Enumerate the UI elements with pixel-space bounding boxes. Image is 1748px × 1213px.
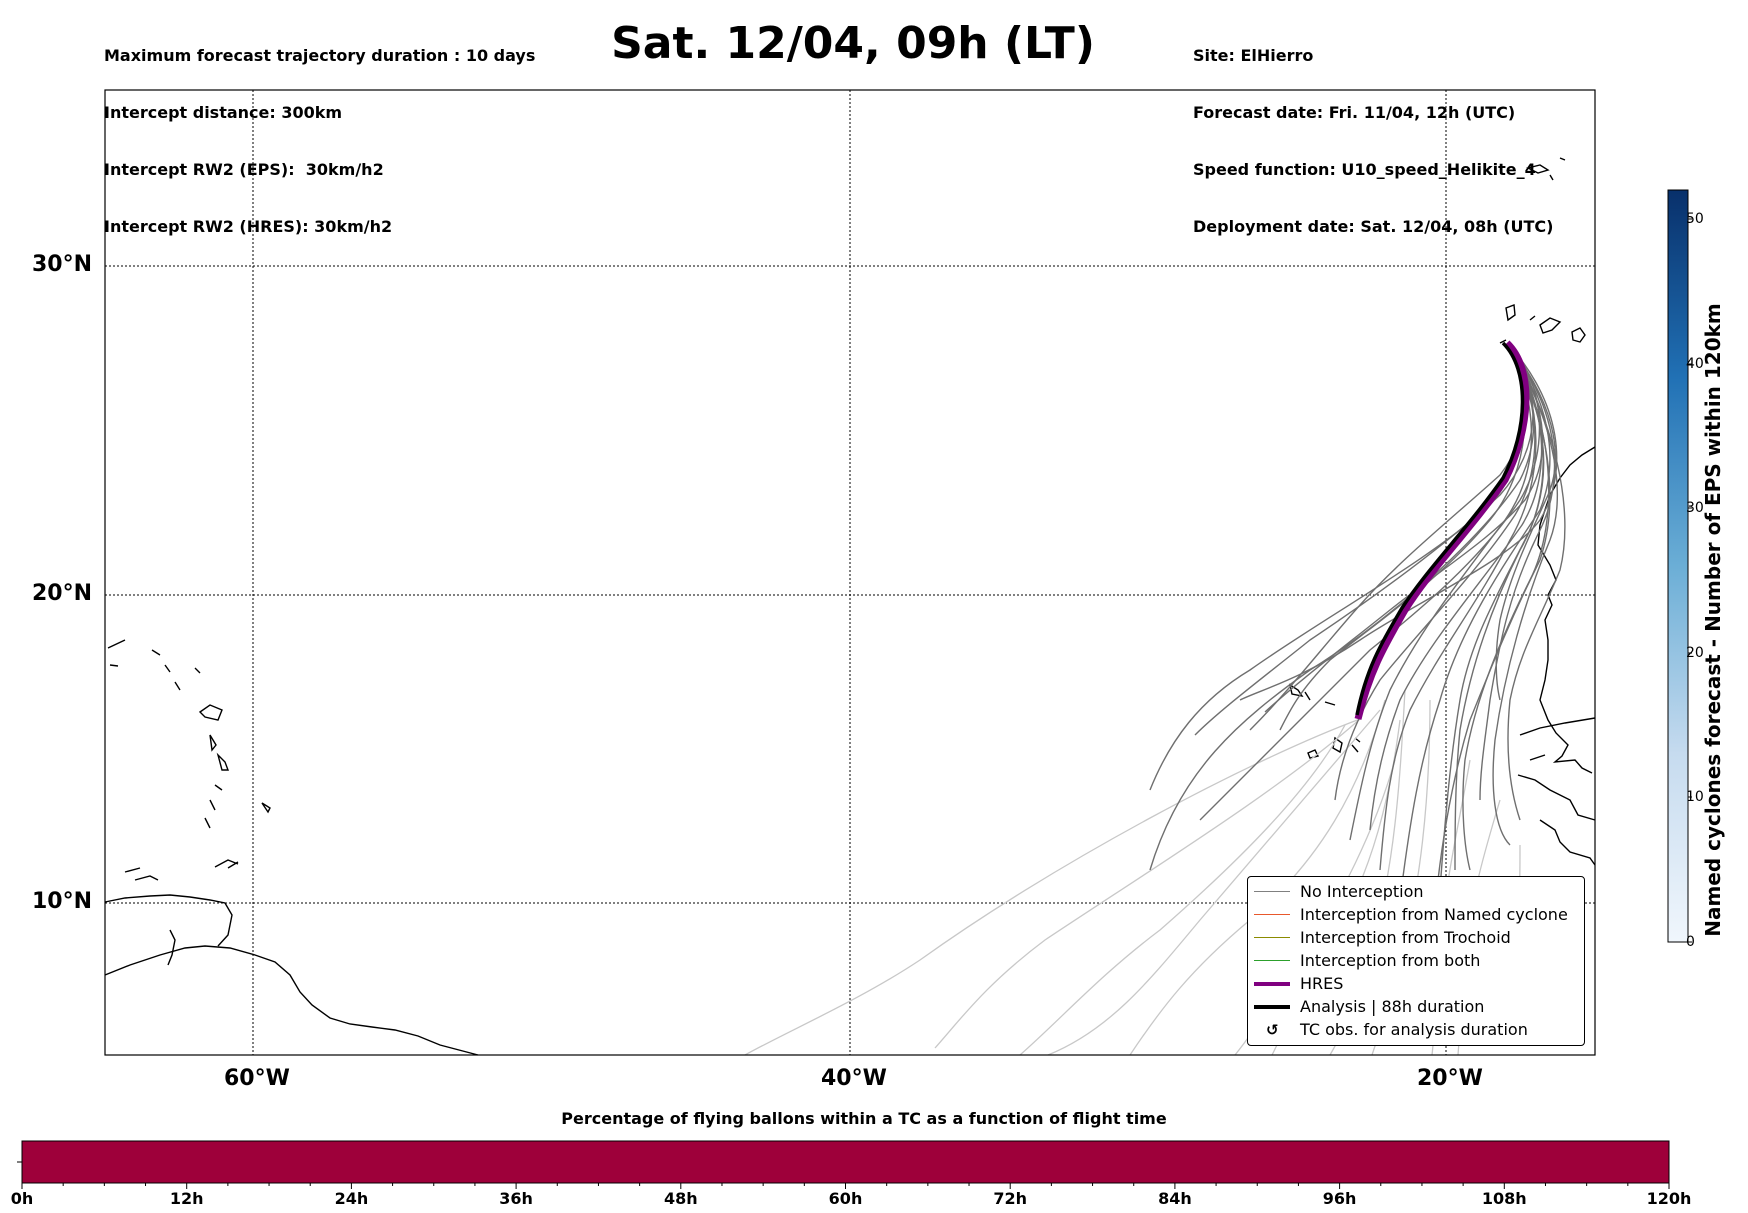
histogram-tick-label: 60h: [828, 1189, 863, 1208]
legend-item-tc-obs: ↺ TC obs. for analysis duration: [1266, 1020, 1528, 1039]
header-left: Maximum forecast trajectory duration : 1…: [104, 8, 535, 255]
hres-trajectory: [1354, 340, 1530, 720]
coast-africa-senegal: [1517, 717, 1596, 866]
colorbar-tick-10: 10: [1686, 789, 1704, 805]
legend-item-analysis: Analysis | 88h duration: [1248, 996, 1584, 1018]
coast-south-america: [104, 945, 479, 1056]
histogram-tick-label: 84h: [1158, 1189, 1192, 1208]
lat-label-10n: 10°N: [32, 889, 93, 914]
colorbar-tick-30: 30: [1686, 500, 1704, 516]
legend-item-named-cyclone: Interception from Named cyclone: [1248, 904, 1584, 926]
lat-label-30n: 30°N: [32, 252, 93, 277]
histogram-tick-label: 12h: [169, 1189, 204, 1208]
histogram-tick-label: 108h: [1481, 1189, 1527, 1208]
histogram-tickmarks: [21, 1183, 1670, 1189]
legend-item-hres: HRES: [1248, 973, 1584, 995]
lon-label-60w: 60°W: [224, 1066, 290, 1091]
header-right: Site: ElHierro Forecast date: Fri. 11/04…: [1193, 8, 1553, 255]
coast-madeira: [1525, 157, 1566, 181]
forecast-date-text: Forecast date: Fri. 11/04, 12h (UTC): [1193, 103, 1516, 122]
histogram-tick-label: 36h: [499, 1189, 533, 1208]
histogram-fill: [21, 1140, 1670, 1184]
histogram-tick-label: 120h: [1646, 1189, 1692, 1208]
lon-label-40w: 40°W: [821, 1066, 887, 1091]
coast-canary-islands: [1499, 304, 1586, 344]
lat-label-20n: 20°N: [32, 581, 93, 606]
colorbar-tick-40: 40: [1686, 356, 1704, 372]
coast-venezuela-north: [104, 894, 233, 947]
analysis-trajectory: [1355, 341, 1525, 716]
deployment-date-text: Deployment date: Sat. 12/04, 08h (UTC): [1193, 217, 1554, 236]
intercept-distance-text: Intercept distance: 300km: [104, 103, 343, 122]
page-title: Sat. 12/04, 09h (LT): [611, 18, 1095, 69]
max-duration-text: Maximum forecast trajectory duration : 1…: [104, 46, 536, 65]
coast-cape-verde: [1288, 683, 1361, 759]
map-legend: No Interception Interception from Named …: [1247, 876, 1585, 1046]
site-text: Site: ElHierro: [1193, 46, 1314, 65]
colorbar-tickmarks: [1688, 218, 1692, 943]
map-frame: [104, 89, 1596, 1056]
colorbar-tick-50: 50: [1686, 211, 1704, 227]
ensemble-trajectories-dark: [1149, 342, 1566, 901]
cyclone-symbol-icon: ↺: [1266, 1021, 1279, 1039]
colorbar-gradient: [1667, 189, 1689, 943]
legend-item-no-interception: No Interception: [1248, 881, 1584, 903]
histogram-tick-label: 24h: [334, 1189, 369, 1208]
histogram-tick-label: 72h: [993, 1189, 1028, 1208]
speed-function-text: Speed function: U10_speed_Helikite_4: [1193, 160, 1536, 179]
histogram-tick-label: 96h: [1322, 1189, 1357, 1208]
histogram-tick-label: 0h: [10, 1189, 34, 1208]
histogram-title: Percentage of flying ballons within a TC…: [561, 1109, 1167, 1128]
colorbar-tick-20: 20: [1686, 645, 1704, 661]
intercept-hres-text: Intercept RW2 (HRES): 30km/h2: [104, 217, 393, 236]
legend-item-trochoid: Interception from Trochoid: [1248, 927, 1584, 949]
coast-caribbean-islands: [107, 639, 271, 966]
colorbar-tick-0: 0: [1686, 934, 1695, 950]
histogram-tick-label: 48h: [663, 1189, 698, 1208]
intercept-eps-text: Intercept RW2 (EPS): 30km/h2: [104, 160, 384, 179]
lon-label-20w: 20°W: [1417, 1066, 1483, 1091]
legend-item-both: Interception from both: [1248, 950, 1584, 972]
